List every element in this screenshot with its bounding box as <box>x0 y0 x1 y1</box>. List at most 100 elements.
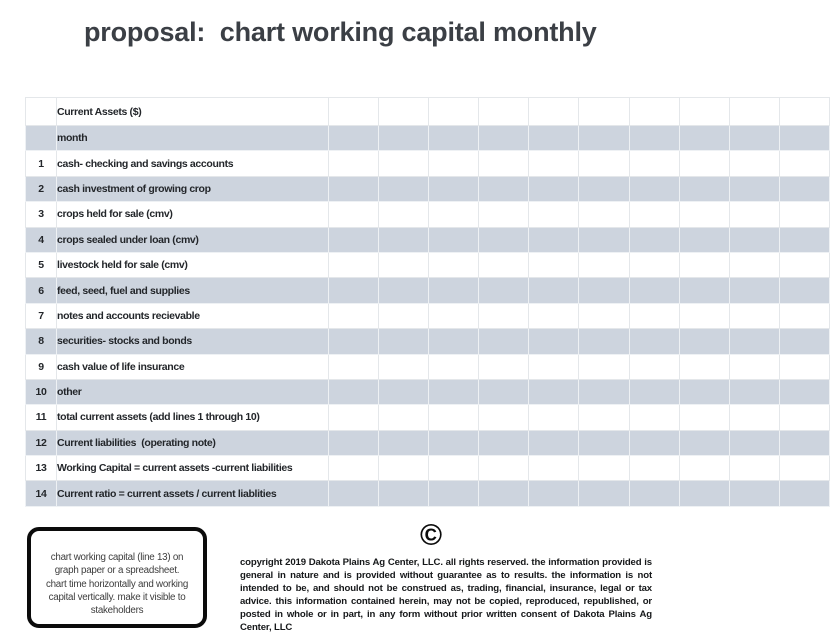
value-cell[interactable] <box>578 226 630 253</box>
value-cell[interactable] <box>578 353 630 380</box>
value-cell[interactable] <box>478 353 530 380</box>
value-cell[interactable] <box>327 328 380 355</box>
value-cell[interactable] <box>478 378 530 406</box>
value-cell[interactable] <box>728 404 780 431</box>
value-cell[interactable] <box>428 201 480 228</box>
value-cell[interactable] <box>378 251 430 279</box>
value-cell[interactable] <box>578 251 630 279</box>
value-cell[interactable] <box>728 277 780 304</box>
value-cell[interactable] <box>728 175 780 203</box>
value-cell[interactable] <box>728 378 780 406</box>
value-cell[interactable] <box>678 480 730 507</box>
value-cell[interactable] <box>578 328 630 355</box>
value-cell[interactable] <box>478 150 530 177</box>
value-cell[interactable] <box>778 302 831 330</box>
value-cell[interactable] <box>528 97 580 126</box>
value-cell[interactable] <box>428 175 480 203</box>
value-cell[interactable] <box>478 328 530 355</box>
value-cell[interactable] <box>578 277 630 304</box>
value-cell[interactable] <box>528 226 580 253</box>
value-cell[interactable] <box>678 175 730 203</box>
value-cell[interactable] <box>327 378 380 406</box>
value-cell[interactable] <box>728 97 780 126</box>
value-cell[interactable] <box>628 429 680 457</box>
value-cell[interactable] <box>528 302 580 330</box>
value-cell[interactable] <box>478 124 530 152</box>
value-cell[interactable] <box>778 277 831 304</box>
value-cell[interactable] <box>528 429 580 457</box>
value-cell[interactable] <box>778 404 831 431</box>
value-cell[interactable] <box>778 455 831 482</box>
value-cell[interactable] <box>778 124 831 152</box>
value-cell[interactable] <box>327 251 380 279</box>
value-cell[interactable] <box>528 201 580 228</box>
value-cell[interactable] <box>678 302 730 330</box>
value-cell[interactable] <box>778 251 831 279</box>
value-cell[interactable] <box>678 404 730 431</box>
value-cell[interactable] <box>778 328 831 355</box>
value-cell[interactable] <box>578 175 630 203</box>
value-cell[interactable] <box>678 201 730 228</box>
value-cell[interactable] <box>678 150 730 177</box>
value-cell[interactable] <box>528 404 580 431</box>
value-cell[interactable] <box>528 328 580 355</box>
value-cell[interactable] <box>628 201 680 228</box>
value-cell[interactable] <box>428 353 480 380</box>
value-cell[interactable] <box>327 150 380 177</box>
value-cell[interactable] <box>478 455 530 482</box>
value-cell[interactable] <box>628 226 680 253</box>
value-cell[interactable] <box>327 455 380 482</box>
value-cell[interactable] <box>378 150 430 177</box>
value-cell[interactable] <box>628 302 680 330</box>
value-cell[interactable] <box>428 480 480 507</box>
value-cell[interactable] <box>378 226 430 253</box>
value-cell[interactable] <box>327 97 380 126</box>
value-cell[interactable] <box>428 429 480 457</box>
value-cell[interactable] <box>678 277 730 304</box>
value-cell[interactable] <box>378 480 430 507</box>
value-cell[interactable] <box>478 226 530 253</box>
value-cell[interactable] <box>478 251 530 279</box>
value-cell[interactable] <box>528 455 580 482</box>
value-cell[interactable] <box>778 480 831 507</box>
value-cell[interactable] <box>728 150 780 177</box>
value-cell[interactable] <box>327 404 380 431</box>
value-cell[interactable] <box>678 353 730 380</box>
value-cell[interactable] <box>578 455 630 482</box>
value-cell[interactable] <box>628 277 680 304</box>
value-cell[interactable] <box>778 226 831 253</box>
value-cell[interactable] <box>628 480 680 507</box>
value-cell[interactable] <box>678 251 730 279</box>
value-cell[interactable] <box>578 150 630 177</box>
value-cell[interactable] <box>578 97 630 126</box>
value-cell[interactable] <box>728 328 780 355</box>
value-cell[interactable] <box>428 251 480 279</box>
value-cell[interactable] <box>528 124 580 152</box>
value-cell[interactable] <box>428 404 480 431</box>
value-cell[interactable] <box>478 97 530 126</box>
value-cell[interactable] <box>428 150 480 177</box>
value-cell[interactable] <box>528 150 580 177</box>
value-cell[interactable] <box>528 480 580 507</box>
value-cell[interactable] <box>327 175 380 203</box>
value-cell[interactable] <box>428 455 480 482</box>
value-cell[interactable] <box>378 97 430 126</box>
value-cell[interactable] <box>528 378 580 406</box>
value-cell[interactable] <box>578 429 630 457</box>
value-cell[interactable] <box>578 404 630 431</box>
value-cell[interactable] <box>478 201 530 228</box>
value-cell[interactable] <box>428 124 480 152</box>
value-cell[interactable] <box>327 201 380 228</box>
value-cell[interactable] <box>378 302 430 330</box>
value-cell[interactable] <box>327 226 380 253</box>
value-cell[interactable] <box>628 175 680 203</box>
value-cell[interactable] <box>628 378 680 406</box>
value-cell[interactable] <box>728 480 780 507</box>
value-cell[interactable] <box>728 251 780 279</box>
value-cell[interactable] <box>628 251 680 279</box>
value-cell[interactable] <box>578 124 630 152</box>
value-cell[interactable] <box>678 124 730 152</box>
value-cell[interactable] <box>728 455 780 482</box>
value-cell[interactable] <box>678 429 730 457</box>
value-cell[interactable] <box>378 328 430 355</box>
